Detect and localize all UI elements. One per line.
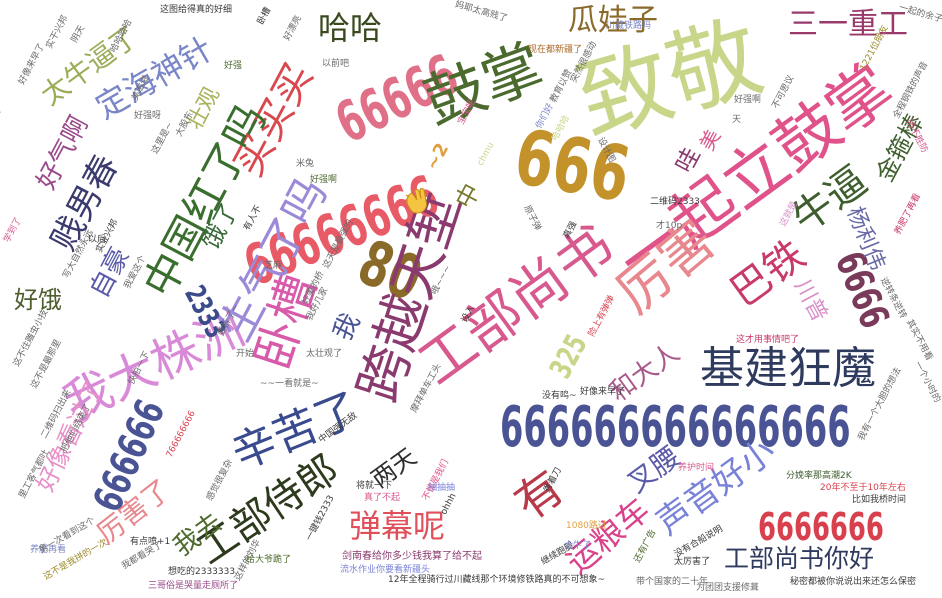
word: 养肥再看: [30, 545, 67, 555]
word: 秘密都被你说说出来还怎么保密: [790, 577, 917, 587]
word: ~2: [421, 139, 454, 174]
word: 险上有弹弹: [587, 294, 618, 339]
word: 好强呀: [134, 111, 162, 121]
word: 325: [543, 329, 595, 385]
word: 666666666666666: [500, 395, 851, 460]
word: 好饿: [14, 286, 62, 314]
word: 原子弹: [521, 203, 543, 233]
word: 基建狂魔: [700, 343, 876, 394]
word: 哈哈: [318, 9, 383, 47]
word: 开始: [236, 349, 255, 359]
word: 卧槽: [255, 5, 274, 27]
word: 川普: [789, 275, 832, 327]
word: ohhh: [439, 491, 459, 517]
word: 妈耶太高贱了: [453, 0, 509, 25]
word: 美: [694, 125, 726, 155]
word: chmu: [475, 140, 497, 168]
word: 现在都新疆了: [528, 45, 583, 55]
word: 1080路过: [566, 521, 607, 531]
word: 芝麻: [264, 261, 283, 271]
word: 分娩率那高潮2K: [786, 471, 852, 481]
word: 一个小时的: [911, 360, 942, 405]
word: 好漂亮: [282, 13, 304, 43]
word: 阴天: [69, 23, 88, 45]
word: ~~一看就是~: [260, 379, 319, 389]
word: 这里是~: [150, 120, 176, 156]
word: 瓜娃子: [568, 3, 658, 38]
word: 以后: [88, 235, 107, 245]
word: 流水作业你要看新疆头: [340, 565, 431, 575]
word: 有点喷+1: [130, 537, 171, 547]
word: 感觉很复杂: [205, 458, 236, 503]
word: 好强: [224, 61, 243, 71]
clapping-hands-icon: [405, 188, 427, 214]
word: 想吃的2333333: [168, 567, 236, 577]
word: 没有鸣~: [542, 391, 577, 401]
word: 运粮车: [559, 490, 657, 582]
word: 20年不至于10年左右: [820, 483, 906, 493]
word: 学到了: [2, 215, 24, 245]
word: 三一重工: [788, 7, 908, 42]
word: 太牛了: [564, 541, 592, 551]
word: 二维码2333: [650, 197, 700, 207]
word: 米兔: [296, 159, 315, 169]
word: 抽抽抽: [428, 483, 456, 493]
word: 弹幕呢: [349, 507, 446, 545]
word: 这图给得真的好细: [160, 5, 233, 15]
word: 带个国家的二十年: [636, 577, 709, 587]
word: 好强: [0, 107, 4, 129]
word: 工部尚书你好: [724, 544, 875, 573]
word: 12年全程骑行过川藏线那个环境修铁路真的不可想象~: [388, 575, 605, 585]
word: 才10p: [656, 221, 683, 231]
word: 太壮观了: [306, 349, 343, 359]
word: 养护时间: [678, 463, 715, 473]
word: 真了不起: [364, 493, 401, 503]
word: 剑南春给你多少钱我算了给不起: [342, 551, 482, 562]
word: 三哥俗是哭量走厕所了: [148, 581, 239, 591]
word: 好像来早了: [580, 387, 626, 397]
word: 自豪: [84, 242, 136, 304]
word: 比如我桥时间: [852, 495, 907, 505]
word: 好强啊: [734, 95, 762, 105]
word: 以前吧: [322, 59, 350, 69]
word: 给大爷跪了: [246, 555, 292, 565]
word: 养肥了再看: [893, 192, 924, 237]
word: 这才用事情吧了: [736, 335, 800, 345]
word: 实干兴邦: [44, 14, 71, 51]
word: 将就一下: [356, 481, 393, 491]
word: 天: [732, 115, 742, 125]
word: 太厉害了: [674, 557, 711, 567]
word: 6666666: [758, 505, 884, 549]
word: 我: [327, 308, 367, 346]
word: 为团团支援修葺: [696, 583, 760, 593]
word: 其实不用看: [903, 318, 934, 363]
word: 川藏铁路吗: [606, 21, 652, 31]
word: 全程钢铁的声音: [891, 60, 931, 121]
word: 好强啊: [310, 175, 338, 185]
